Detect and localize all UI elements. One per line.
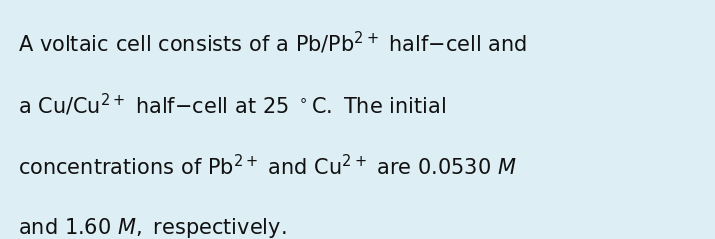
Text: $\mathrm{a\ Cu/Cu}^{\mathrm{2+}}\mathrm{\ half{-}cell\ at\ 25\ {^\circ}C.\ The\ : $\mathrm{a\ Cu/Cu}^{\mathrm{2+}}\mathrm{…	[18, 92, 446, 118]
Text: $\mathrm{and\ 1.60\ }\mathit{M}\mathrm{,\ respectively.}$: $\mathrm{and\ 1.60\ }\mathit{M}\mathrm{,…	[18, 216, 286, 239]
Text: $\mathrm{concentrations\ of\ Pb}^{\mathrm{2+}}\mathrm{\ and\ Cu}^{\mathrm{2+}}\m: $\mathrm{concentrations\ of\ Pb}^{\mathr…	[18, 154, 517, 179]
Text: $\mathrm{A\ voltaic\ cell\ consists\ of\ a\ Pb/Pb}^{\mathrm{2+}}\mathrm{\ half{-: $\mathrm{A\ voltaic\ cell\ consists\ of\…	[18, 30, 527, 56]
